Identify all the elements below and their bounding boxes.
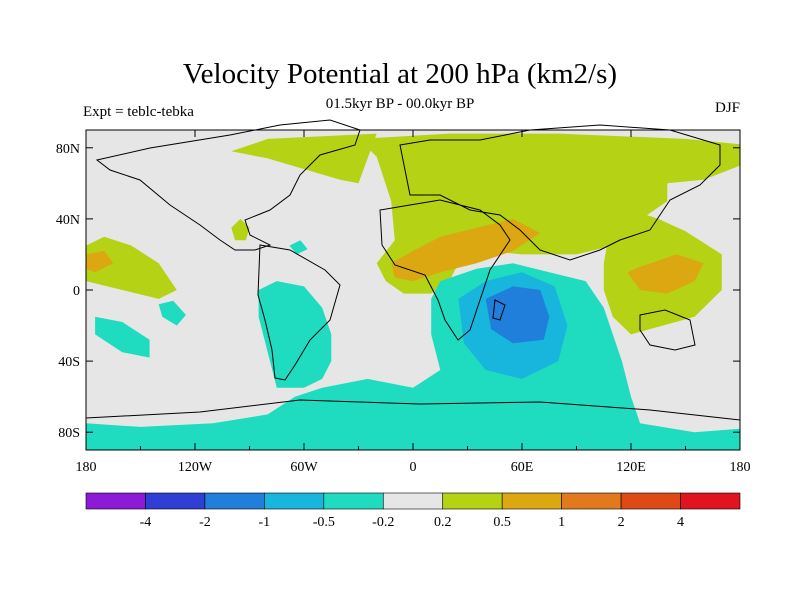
region-indian-ocean-negative [86,263,740,450]
colorbar-swatch [264,492,325,510]
contour-regions [86,133,740,450]
chart-subtitle: 01.5kyr BP - 00.0kyr BP [325,96,475,112]
colorbar-label: 1 [558,515,565,530]
colorbar-swatch [620,492,681,510]
colorbar-label: 0.2 [434,515,452,530]
x-tick-label: 60E [511,460,534,475]
region-north-africa-moderate [391,218,541,282]
x-tick-label: 60W [290,460,318,475]
y-tick-label: 80N [56,142,80,157]
region-indonesia-moderate [627,254,704,294]
y-tick-label: 40N [56,213,80,228]
region-caribbean-negative [289,240,308,255]
colorbar-swatch [204,492,265,510]
colorbar-label: 0.5 [493,515,511,530]
region-pacific-moderate [86,250,114,273]
colorbar-label: 4 [677,515,684,530]
region-indian-ocean-core [485,286,550,344]
x-tick-label: 0 [410,460,417,475]
colorbar-label: -1 [259,515,271,530]
chart-title: Velocity Potential at 200 hPa (km2/s) [182,58,618,90]
y-tick-label: 40S [58,355,80,370]
colorbar-swatch [501,492,562,510]
region-north-atlantic-positive [231,133,377,184]
colorbar-swatch [680,492,741,510]
x-tick-label: 120W [178,460,213,475]
colorbar: -4 -2 -1 -0.5 -0.2 0.2 0.5 1 2 4 [85,492,741,530]
experiment-label: Expt = teblc-tebka [83,104,194,120]
colorbar-swatch [145,492,206,510]
colorbar-label: -0.5 [313,515,335,530]
colorbar-swatch [442,492,503,510]
x-tick-label: 180 [76,460,97,475]
region-north-pacific-positive [86,236,177,299]
colorbar-label: 2 [618,515,625,530]
region-mid-pacific-negative [158,300,186,326]
region-gulf-positive [231,218,250,241]
colorbar-swatch [561,492,622,510]
y-tick-label: 0 [73,284,80,299]
colorbar-swatch [323,492,384,510]
colorbar-label: -0.2 [372,515,394,530]
x-tick-label: 120E [616,460,646,475]
x-tick-label: 180 [730,460,751,475]
colorbar-swatch [85,492,146,510]
y-tick-label: 80S [58,426,80,441]
region-south-america-negative [258,281,332,388]
coastlines [85,119,741,421]
axis-ticks: 180 120W 60W 0 60E 120E 180 80N 40N 0 40S 80S [56,130,751,475]
colorbar-label: -2 [199,515,211,530]
season-label: DJF [714,100,740,116]
colorbar-label: -4 [140,515,152,530]
colorbar-swatch [382,492,444,510]
region-south-pacific-negative [95,316,150,358]
